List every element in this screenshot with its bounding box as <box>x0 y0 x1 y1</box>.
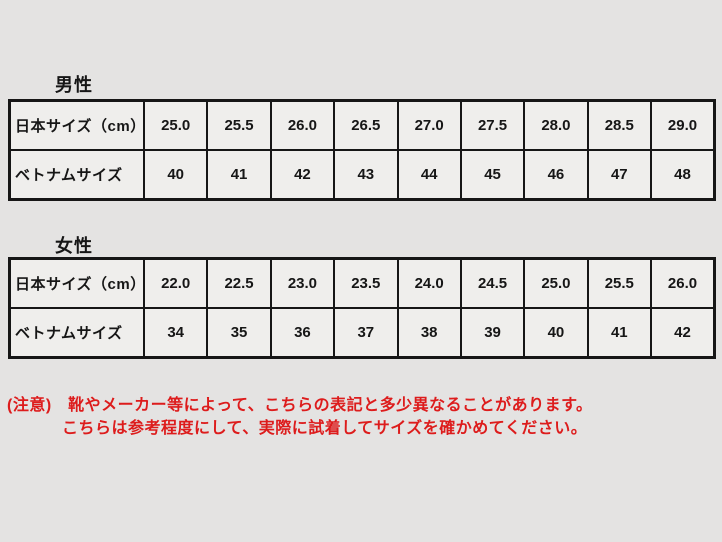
size-cell: 40 <box>142 149 209 201</box>
size-cell: 37 <box>333 307 399 359</box>
men-section-title: 男性 <box>55 75 93 95</box>
size-cell: 25.5 <box>206 99 272 151</box>
size-cell: 44 <box>396 149 462 201</box>
size-cell: 29.0 <box>650 99 716 151</box>
size-cell: 41 <box>206 149 272 201</box>
size-cell: 47 <box>586 149 653 201</box>
size-cell: 23.0 <box>269 257 336 309</box>
women-size-table: 日本サイズ（cm） 22.0 22.5 23.0 23.5 24.0 24.5 … <box>8 257 716 359</box>
size-cell: 25.0 <box>142 99 209 151</box>
size-cell: 43 <box>333 149 399 201</box>
row-header-vietnam-size: ベトナムサイズ <box>8 307 145 359</box>
size-cell: 38 <box>396 307 462 359</box>
size-cell: 26.0 <box>650 257 716 309</box>
table-row: ベトナムサイズ 34 35 36 37 38 39 40 41 42 <box>8 307 716 359</box>
notice-line-1: (注意) 靴やメーカー等によって、こちらの表記と多少異なることがあります。 <box>7 397 593 414</box>
size-cell: 48 <box>650 149 716 201</box>
size-cell: 28.5 <box>586 99 653 151</box>
women-section-title: 女性 <box>55 236 93 256</box>
size-cell: 24.5 <box>459 257 526 309</box>
size-cell: 46 <box>523 149 589 201</box>
size-cell: 40 <box>523 307 589 359</box>
size-cell: 39 <box>459 307 526 359</box>
size-cell: 42 <box>269 149 336 201</box>
size-cell: 42 <box>650 307 716 359</box>
size-cell: 41 <box>586 307 653 359</box>
size-cell: 27.0 <box>396 99 462 151</box>
size-cell: 27.5 <box>459 99 526 151</box>
size-cell: 34 <box>142 307 209 359</box>
row-header-vietnam-size: ベトナムサイズ <box>8 149 145 201</box>
row-header-japan-size: 日本サイズ（cm） <box>8 257 145 309</box>
notice-line-2: こちらは参考程度にして、実際に試着してサイズを確かめてください。 <box>62 420 588 437</box>
row-header-japan-size: 日本サイズ（cm） <box>8 99 145 151</box>
size-cell: 22.0 <box>142 257 209 309</box>
men-size-table: 日本サイズ（cm） 25.0 25.5 26.0 26.5 27.0 27.5 … <box>8 99 716 201</box>
size-cell: 25.5 <box>586 257 653 309</box>
table-row: 日本サイズ（cm） 25.0 25.5 26.0 26.5 27.0 27.5 … <box>8 99 716 151</box>
table-row: 日本サイズ（cm） 22.0 22.5 23.0 23.5 24.0 24.5 … <box>8 257 716 309</box>
size-cell: 24.0 <box>396 257 462 309</box>
size-cell: 28.0 <box>523 99 589 151</box>
size-cell: 25.0 <box>523 257 589 309</box>
size-cell: 26.0 <box>269 99 336 151</box>
table-row: ベトナムサイズ 40 41 42 43 44 45 46 47 48 <box>8 149 716 201</box>
size-cell: 36 <box>269 307 336 359</box>
size-cell: 35 <box>206 307 272 359</box>
size-cell: 26.5 <box>333 99 399 151</box>
size-cell: 45 <box>459 149 526 201</box>
size-cell: 23.5 <box>333 257 399 309</box>
size-cell: 22.5 <box>206 257 272 309</box>
